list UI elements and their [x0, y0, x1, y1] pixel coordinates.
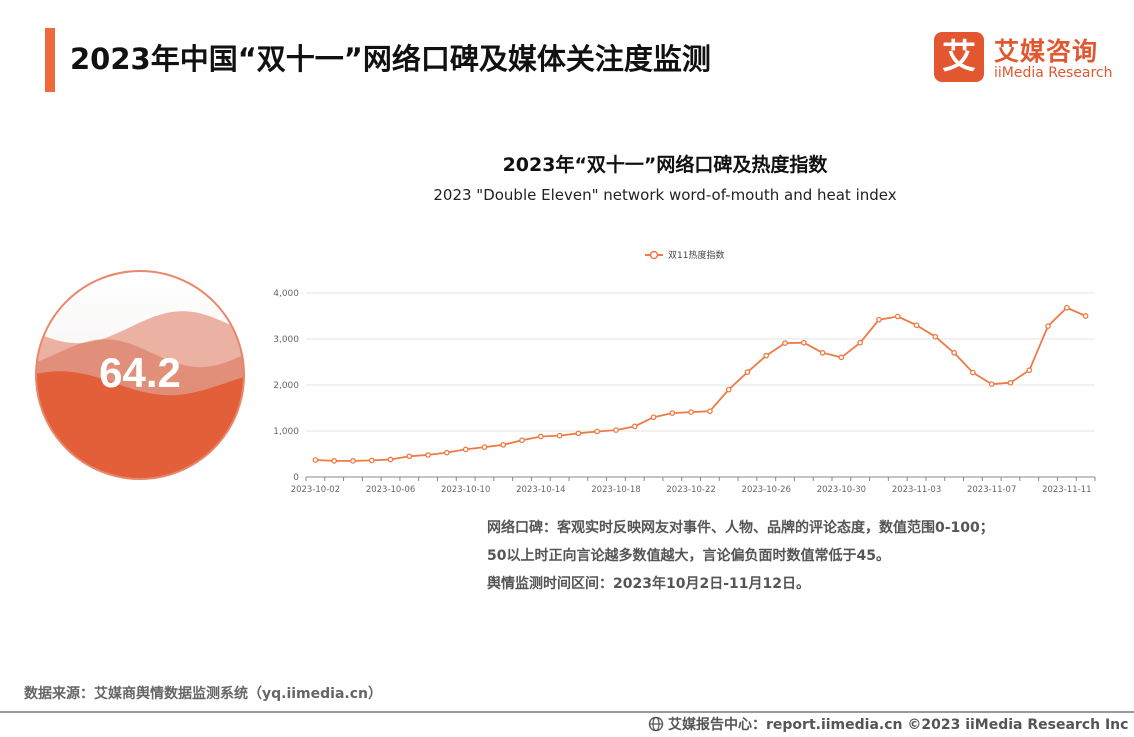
data-point — [387, 456, 394, 463]
y-tick-label: 4,000 — [273, 289, 299, 299]
data-point — [537, 433, 544, 440]
data-point — [688, 409, 694, 415]
x-tick-label: 2023-10-02 — [291, 485, 340, 495]
logo-name-en: iiMedia Research — [994, 65, 1113, 81]
x-tick-label: 2023-10-22 — [666, 485, 715, 495]
data-point — [312, 457, 319, 463]
legend-label: 双11热度指数 — [668, 249, 724, 261]
data-point — [1026, 367, 1033, 374]
data-point — [744, 369, 751, 375]
data-point — [894, 313, 901, 320]
data-point — [631, 423, 638, 430]
heat-index-line-chart: 双11热度指数 0 1,000 2,000 3,000 4,000 2023-10-02… — [273, 249, 1096, 495]
gauge-ring — [35, 270, 245, 480]
data-point — [763, 352, 770, 359]
data-source: 数据来源：艾媒商舆情数据监测系统（yq.iimedia.cn） — [24, 686, 382, 702]
series-line — [315, 306, 1086, 462]
data-point — [444, 449, 450, 456]
data-point — [838, 354, 845, 361]
footer: 艾媒报告中心：report.iimedia.cn ©2023 iiMedia R… — [648, 714, 1128, 734]
data-point — [650, 414, 657, 421]
legend-marker — [649, 250, 659, 260]
x-tick-label: 2023-10-18 — [591, 485, 640, 495]
data-point — [970, 369, 976, 376]
data-point — [876, 316, 882, 323]
logo-name-cn: 艾媒咨询 — [994, 37, 1099, 66]
data-point — [406, 453, 413, 460]
x-tick-label: 2023-10-26 — [742, 485, 791, 495]
data-point — [913, 322, 920, 329]
chart-title: 2023年“双十一”网络口碑及热度指数 — [502, 154, 828, 176]
iimedia-logo: 艾 艾媒咨询 iiMedia Research — [934, 32, 1119, 84]
x-tick-label: 2023-10-06 — [366, 485, 415, 495]
gauge-wave-front — [36, 371, 244, 479]
data-point — [800, 339, 807, 346]
logo-mark: 艾 — [934, 32, 984, 82]
y-tick-label: 3,000 — [273, 335, 299, 345]
data-point — [782, 340, 788, 346]
note-line-2: 50以上时正向言论越多数值越大，言论偏负面时数值常低于45。 — [487, 548, 890, 564]
note-line-3: 舆情监测时间区间：2023年10月2日-11月12日。 — [487, 576, 810, 592]
data-point — [462, 446, 469, 453]
x-tick-label: 2023-11-11 — [1042, 485, 1091, 495]
y-tick-label: 2,000 — [273, 381, 299, 391]
data-point — [331, 458, 338, 464]
data-point — [857, 339, 864, 346]
data-point — [500, 441, 507, 448]
data-point — [1063, 304, 1070, 311]
footer-copyright: 艾媒报告中心：report.iimedia.cn ©2023 iiMedia R… — [668, 717, 1129, 733]
chart-subtitle: 2023 "Double Eleven" network word-of-mou… — [433, 186, 897, 204]
data-point — [669, 410, 676, 416]
data-point — [932, 333, 939, 340]
data-point — [556, 432, 563, 439]
note-line-1: 网络口碑：客观实时反映网友对事件、人物、品牌的评论态度，数值范围0-100； — [487, 520, 994, 536]
data-point — [1007, 379, 1014, 386]
data-point — [1045, 323, 1051, 329]
title-accent-bar — [45, 28, 55, 92]
chart-legend: 双11热度指数 — [645, 249, 724, 261]
data-point — [575, 430, 582, 437]
data-point — [707, 408, 713, 415]
data-point — [725, 386, 732, 393]
data-point — [594, 428, 601, 435]
footer-divider — [0, 711, 1134, 713]
x-tick-label: 2023-10-30 — [817, 485, 866, 495]
x-tick-label: 2023-11-03 — [892, 485, 941, 495]
data-point — [481, 444, 488, 450]
page-title: 2023年中国“双十一”网络口碑及媒体关注度监测 — [70, 42, 711, 76]
data-point — [350, 458, 356, 464]
data-point — [519, 437, 525, 444]
globe-icon — [648, 716, 664, 732]
x-tick-label: 2023-11-07 — [967, 485, 1016, 495]
x-tick-label: 2023-10-14 — [516, 485, 565, 495]
x-tick-label: 2023-10-10 — [441, 485, 490, 495]
data-point — [368, 457, 375, 464]
y-tick-label: 1,000 — [273, 427, 299, 437]
data-point — [988, 381, 995, 387]
data-point — [819, 349, 826, 356]
notes: 网络口碑：客观实时反映网友对事件、人物、品牌的评论态度，数值范围0-100； 5… — [487, 514, 994, 598]
y-tick-label: 0 — [293, 473, 299, 483]
word-of-mouth-gauge: 64.2 — [35, 270, 245, 480]
data-point — [1082, 313, 1089, 319]
gauge-value: 64.2 — [99, 349, 181, 396]
data-point — [613, 427, 619, 433]
data-point — [425, 452, 431, 458]
data-point — [951, 349, 957, 356]
